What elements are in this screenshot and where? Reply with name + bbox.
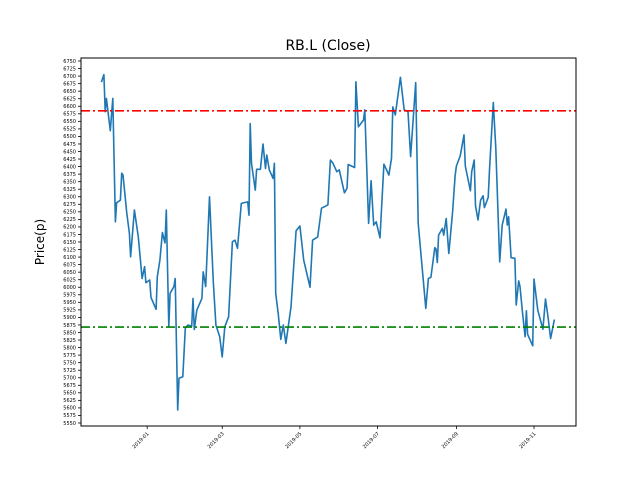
y-tick-label: 6475 <box>63 142 76 148</box>
y-tick-label: 6225 <box>63 217 76 223</box>
y-tick-label: 6000 <box>63 285 76 291</box>
y-axis-label: Price(p) <box>33 219 47 265</box>
y-tick-label: 6625 <box>63 97 76 103</box>
y-tick-label: 5725 <box>63 368 76 374</box>
y-tick-label: 5650 <box>63 391 76 397</box>
y-tick-label: 6050 <box>63 270 76 276</box>
y-tick-label: 6675 <box>63 81 76 87</box>
y-tick-label: 5750 <box>63 360 76 366</box>
y-tick-label: 5975 <box>63 293 76 299</box>
y-tick-label: 6550 <box>63 119 76 125</box>
y-tick-label: 5575 <box>63 413 76 419</box>
y-tick-label: 6275 <box>63 202 76 208</box>
y-tick-label: 6450 <box>63 149 76 155</box>
y-tick-label: 5700 <box>63 376 76 382</box>
y-tick-label: 5900 <box>63 315 76 321</box>
y-tick-label: 6300 <box>63 195 76 201</box>
y-tick-label: 6350 <box>63 179 76 185</box>
y-tick-label: 5925 <box>63 308 76 314</box>
plot-frame <box>80 57 577 427</box>
y-tick-label: 6025 <box>63 278 76 284</box>
y-tick-label: 6400 <box>63 164 76 170</box>
y-tick-label: 6650 <box>63 89 76 95</box>
y-tick-label: 5825 <box>63 338 76 344</box>
y-tick-label: 6575 <box>63 112 76 118</box>
y-tick-label: 5775 <box>63 353 76 359</box>
y-tick-label: 5675 <box>63 383 76 389</box>
y-tick-label: 6200 <box>63 225 76 231</box>
y-tick-label: 6150 <box>63 240 76 246</box>
y-tick-label: 6100 <box>63 255 76 261</box>
y-tick-label: 5875 <box>63 323 76 329</box>
y-tick-label: 6375 <box>63 172 76 178</box>
y-tick-label: 6125 <box>63 247 76 253</box>
y-tick-label: 6600 <box>63 104 76 110</box>
y-tick-label: 5550 <box>63 421 76 427</box>
chart-title: RB.L (Close) <box>285 38 370 54</box>
y-tick-label: 5800 <box>63 345 76 351</box>
y-tick-label: 6175 <box>63 232 76 238</box>
y-tick-label: 6325 <box>63 187 76 193</box>
y-tick-label: 6725 <box>63 66 76 72</box>
y-tick-label: 6075 <box>63 262 76 268</box>
y-tick-label: 6500 <box>63 134 76 140</box>
y-tick-label: 6425 <box>63 157 76 163</box>
y-tick-label: 5950 <box>63 300 76 306</box>
y-tick-label: 6750 <box>63 59 76 65</box>
y-tick-label: 5850 <box>63 330 76 336</box>
y-tick-label: 6525 <box>63 127 76 133</box>
y-tick-label: 5625 <box>63 398 76 404</box>
series-line-close <box>100 73 556 411</box>
y-tick-label: 6700 <box>63 74 76 80</box>
y-tick-label: 5600 <box>63 406 76 412</box>
y-tick-label: 6250 <box>63 210 76 216</box>
